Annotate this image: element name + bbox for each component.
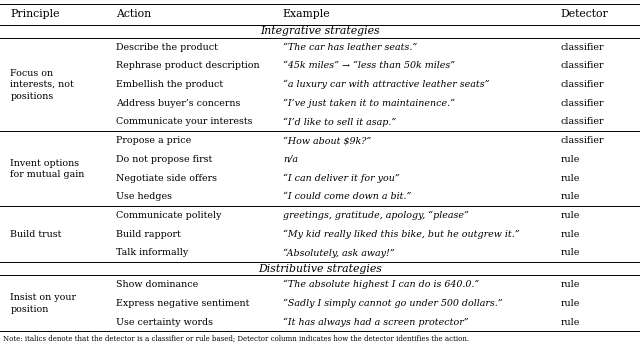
Text: Do not propose first: Do not propose first bbox=[116, 155, 212, 164]
Text: “My kid really liked this bike, but he outgrew it.”: “My kid really liked this bike, but he o… bbox=[283, 229, 520, 239]
Text: Rephrase product description: Rephrase product description bbox=[116, 61, 260, 70]
Text: Build rapport: Build rapport bbox=[116, 230, 181, 239]
Text: “The car has leather seats.”: “The car has leather seats.” bbox=[283, 43, 417, 52]
Text: rule: rule bbox=[561, 211, 580, 220]
Text: rule: rule bbox=[561, 299, 580, 308]
Text: rule: rule bbox=[561, 192, 580, 201]
Text: Express negative sentiment: Express negative sentiment bbox=[116, 299, 250, 308]
Text: Describe the product: Describe the product bbox=[116, 43, 218, 52]
Text: “It has always had a screen protector”: “It has always had a screen protector” bbox=[283, 317, 468, 327]
Text: classifier: classifier bbox=[561, 80, 604, 89]
Text: Example: Example bbox=[283, 9, 330, 19]
Text: “Absolutely, ask away!”: “Absolutely, ask away!” bbox=[283, 248, 395, 257]
Text: rule: rule bbox=[561, 230, 580, 239]
Text: Embellish the product: Embellish the product bbox=[116, 80, 223, 89]
Text: Use certainty words: Use certainty words bbox=[116, 318, 214, 327]
Text: “45k miles” → “less than 50k miles”: “45k miles” → “less than 50k miles” bbox=[283, 61, 455, 70]
Text: “How about $9k?”: “How about $9k?” bbox=[283, 136, 371, 145]
Text: classifier: classifier bbox=[561, 61, 604, 70]
Text: greetings, gratitude, apology, “please”: greetings, gratitude, apology, “please” bbox=[283, 211, 468, 220]
Text: classifier: classifier bbox=[561, 99, 604, 108]
Text: Communicate your interests: Communicate your interests bbox=[116, 118, 253, 127]
Text: “I’ve just taken it to maintainence.”: “I’ve just taken it to maintainence.” bbox=[283, 99, 455, 108]
Text: Propose a price: Propose a price bbox=[116, 136, 192, 145]
Text: Detector: Detector bbox=[561, 9, 609, 19]
Text: Show dominance: Show dominance bbox=[116, 280, 199, 289]
Text: “Sadly I simply cannot go under 500 dollars.”: “Sadly I simply cannot go under 500 doll… bbox=[283, 299, 502, 308]
Text: Build trust: Build trust bbox=[10, 230, 61, 239]
Text: rule: rule bbox=[561, 280, 580, 289]
Text: Action: Action bbox=[116, 9, 152, 19]
Text: “a luxury car with attractive leather seats”: “a luxury car with attractive leather se… bbox=[283, 80, 490, 89]
Text: Communicate politely: Communicate politely bbox=[116, 211, 222, 220]
Text: classifier: classifier bbox=[561, 136, 604, 145]
Text: Address buyer’s concerns: Address buyer’s concerns bbox=[116, 99, 241, 108]
Text: rule: rule bbox=[561, 318, 580, 327]
Text: “The absolute highest I can do is 640.0.”: “The absolute highest I can do is 640.0.… bbox=[283, 280, 479, 289]
Text: rule: rule bbox=[561, 248, 580, 257]
Text: Invent options
for mutual gain: Invent options for mutual gain bbox=[10, 158, 84, 179]
Text: Insist on your
position: Insist on your position bbox=[10, 293, 76, 313]
Text: “I could come down a bit.”: “I could come down a bit.” bbox=[283, 192, 412, 201]
Text: classifier: classifier bbox=[561, 43, 604, 52]
Text: Focus on
interests, not
positions: Focus on interests, not positions bbox=[10, 69, 74, 101]
Text: Distributive strategies: Distributive strategies bbox=[258, 264, 382, 274]
Text: n/a: n/a bbox=[283, 155, 298, 164]
Text: “I can deliver it for you”: “I can deliver it for you” bbox=[283, 173, 399, 183]
Text: Integrative strategies: Integrative strategies bbox=[260, 26, 380, 36]
Text: Use hedges: Use hedges bbox=[116, 192, 173, 201]
Text: Note: italics denote that the detector is a classifier or rule based; Detector c: Note: italics denote that the detector i… bbox=[3, 335, 469, 343]
Text: Negotiate side offers: Negotiate side offers bbox=[116, 174, 218, 183]
Text: rule: rule bbox=[561, 155, 580, 164]
Text: rule: rule bbox=[561, 174, 580, 183]
Text: Talk informally: Talk informally bbox=[116, 248, 189, 257]
Text: classifier: classifier bbox=[561, 118, 604, 127]
Text: “I’d like to sell it asap.”: “I’d like to sell it asap.” bbox=[283, 117, 396, 127]
Text: Principle: Principle bbox=[10, 9, 60, 19]
